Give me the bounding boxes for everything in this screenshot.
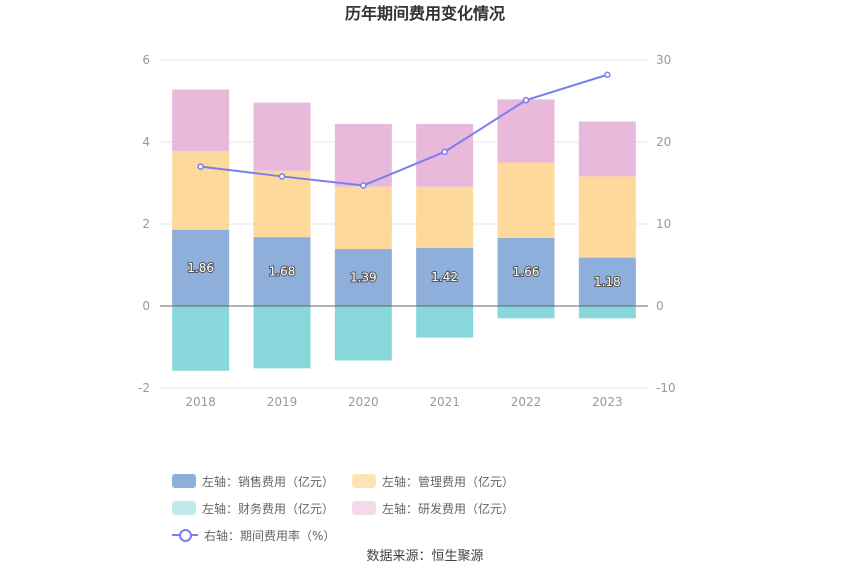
legend-line-swatch — [172, 528, 198, 542]
bar — [578, 306, 636, 319]
bar — [578, 257, 636, 306]
legend-swatch — [352, 501, 377, 515]
bar — [497, 237, 555, 306]
bar — [334, 186, 392, 250]
rate-point — [197, 163, 204, 170]
x-tick-label: 2021 — [429, 395, 460, 409]
legend-label: 左轴：管理费用（亿元） — [382, 474, 515, 489]
legend-item[interactable]: 右轴：期间费用率（%） — [172, 526, 335, 544]
x-tick-label: 2020 — [348, 395, 379, 409]
data-label: 1.68 — [269, 265, 296, 279]
rate-point — [360, 182, 367, 189]
y-right-tick-label: 10 — [656, 217, 671, 231]
bar — [172, 229, 230, 306]
legend-item[interactable]: 左轴：财务费用（亿元） — [172, 499, 334, 517]
data-label: 1.18 — [594, 275, 621, 289]
y-left-tick-label: 0 — [142, 299, 150, 313]
data-source: 数据来源：恒生聚源 — [366, 549, 484, 564]
legend: 左轴：销售费用（亿元） 左轴：管理费用（亿元） 左轴：财务费用（亿元） 左轴：研发费用… — [172, 472, 692, 544]
bar — [497, 162, 555, 238]
bar — [416, 186, 474, 248]
rate-point — [278, 173, 286, 180]
grid-layer — [160, 59, 648, 389]
bar — [253, 306, 311, 369]
x-tick-label: 2018 — [185, 395, 216, 409]
bar — [578, 121, 636, 177]
y-right-tick-label: 20 — [656, 135, 671, 149]
legend-item[interactable]: 左轴：研发费用（亿元） — [352, 499, 514, 517]
y-right-tick-label: 30 — [656, 53, 671, 67]
labels-layer: 1.86 1.68 1.39 1.42 1.66 1.18 — [186, 260, 621, 290]
bar — [172, 306, 230, 371]
data-label: 1.42 — [431, 270, 458, 284]
x-tick-label: 2019 — [267, 395, 298, 409]
legend-swatch — [172, 501, 196, 515]
legend-item[interactable]: 左轴：管理费用（亿元） — [352, 472, 514, 490]
y-left-tick-label: 2 — [142, 217, 150, 231]
legend-item[interactable]: 左轴：销售费用（亿元） — [172, 472, 334, 490]
rate-point — [522, 96, 530, 104]
bar — [416, 247, 474, 306]
y-right-tick-label: -10 — [656, 381, 676, 395]
bar — [416, 123, 474, 187]
rate-point — [441, 148, 448, 156]
x-tick-label: 2023 — [592, 395, 623, 409]
legend-label: 左轴：财务费用（亿元） — [202, 501, 335, 516]
y-left-tick-label: -2 — [138, 381, 150, 395]
bar — [334, 249, 392, 306]
y-right-tick-label: 0 — [656, 299, 664, 313]
legend-label: 左轴：销售费用（亿元） — [202, 474, 335, 489]
data-label: 1.86 — [187, 261, 214, 275]
legend-swatch — [172, 474, 196, 488]
bar — [253, 102, 311, 171]
chart-title: 历年期间费用变化情况 — [345, 4, 505, 23]
axis-layer: -2 0 2 4 6 -10 0 10 20 30 2018 2019 2020 2021 2022 2023 — [138, 53, 676, 409]
data-label: 1.66 — [513, 265, 540, 279]
bars-layer — [172, 89, 636, 371]
legend-label: 左轴：研发费用（亿元） — [382, 501, 515, 516]
bar — [334, 306, 392, 361]
line-layer — [197, 71, 611, 189]
rate-point — [604, 71, 611, 79]
data-label: 1.39 — [350, 271, 377, 285]
bar — [497, 306, 555, 319]
bar — [172, 89, 230, 152]
y-left-tick-label: 6 — [142, 53, 150, 67]
bar — [334, 123, 392, 187]
y-left-tick-label: 4 — [142, 135, 150, 149]
bar — [416, 306, 474, 338]
bar — [253, 237, 311, 306]
bar — [172, 151, 230, 230]
bar — [578, 176, 636, 258]
legend-swatch — [352, 474, 377, 488]
bar — [497, 99, 555, 163]
legend-label: 右轴：期间费用率（%） — [204, 528, 336, 543]
rate-line — [200, 73, 608, 187]
x-tick-label: 2022 — [511, 395, 542, 409]
bar — [253, 170, 311, 238]
